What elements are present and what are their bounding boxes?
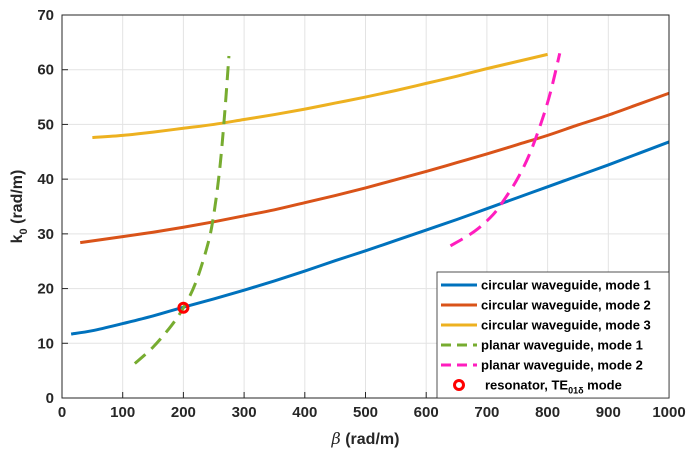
x-tick-label: 700 (474, 404, 499, 421)
y-tick-label: 70 (37, 7, 54, 24)
legend-item: planar waveguide, mode 2 (441, 358, 643, 373)
legend-item: circular waveguide, mode 2 (441, 298, 651, 313)
series-line-3 (92, 52, 548, 140)
y-tick-label: 20 (37, 281, 54, 298)
legend: circular waveguide, mode 1 circular waveg… (436, 271, 670, 399)
legend-box (436, 271, 670, 399)
legend-item: planar waveguide, mode 1 (441, 338, 643, 353)
x-axis-title: β (rad/m) (331, 429, 400, 448)
x-axis-symbol: β (331, 429, 341, 448)
legend-label: circular waveguide, mode 2 (481, 298, 651, 313)
x-tick-label: 800 (535, 404, 560, 421)
y-tick-label: 10 (37, 335, 54, 352)
y-axis-unit: (rad/m) (9, 170, 26, 229)
x-tick-label: 400 (292, 404, 317, 421)
x-tick-label: 1000 (652, 404, 685, 421)
legend-item: circular waveguide, mode 1 (441, 278, 651, 293)
y-tick-label: 30 (37, 226, 54, 243)
series-line-1 (70, 140, 670, 336)
series-line-4 (133, 55, 231, 365)
y-axis-symbol: k (9, 234, 26, 243)
legend-item: resonator, TE01δ mode (453, 378, 622, 396)
legend-label: circular waveguide, mode 3 (481, 318, 651, 333)
x-tick-label: 600 (414, 404, 439, 421)
y-tick-label: 50 (37, 116, 54, 133)
x-tick-label: 200 (171, 404, 196, 421)
y-tick-label: 40 (37, 171, 54, 188)
x-tick-label: 300 (232, 404, 257, 421)
x-tick-label: 0 (58, 404, 66, 421)
legend-marker (453, 379, 465, 391)
axis-ticks: 0 100 200 300 400 500 600 700 800 900 1000 0 10 20 30 4… (37, 7, 685, 421)
legend-label: resonator, TE01δ mode (485, 378, 622, 396)
legend-label: circular waveguide, mode 1 (481, 278, 651, 293)
x-tick-label: 500 (353, 404, 378, 421)
resonator-marker (177, 301, 190, 314)
legend-label: planar waveguide, mode 1 (481, 338, 643, 353)
series-line-5 (449, 52, 562, 248)
y-axis-subscript: 0 (18, 228, 30, 234)
x-axis-unit: (rad/m) (341, 431, 400, 448)
legend-label: planar waveguide, mode 2 (481, 358, 643, 373)
y-axis-title: k0 (rad/m) (9, 170, 30, 244)
y-tick-label: 0 (46, 390, 54, 407)
legend-item: circular waveguide, mode 3 (441, 318, 651, 333)
x-tick-label: 100 (110, 404, 135, 421)
y-tick-label: 60 (37, 62, 54, 79)
x-tick-label: 900 (596, 404, 621, 421)
plot-lines (70, 52, 670, 365)
series-line-2 (79, 91, 670, 245)
